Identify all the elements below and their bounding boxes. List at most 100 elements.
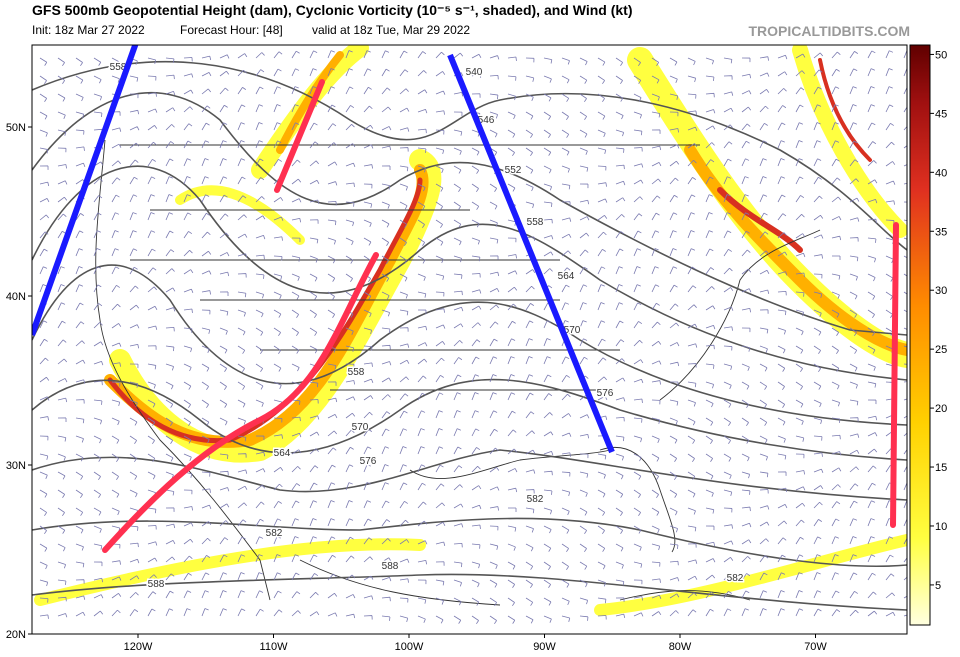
wind-barb [579,414,590,419]
wind-barb [39,181,50,187]
wind-barb [363,68,372,77]
wind-barb [93,561,103,567]
wind-barb [615,543,624,552]
wind-barb [111,212,120,221]
wind-barb [633,93,642,102]
wind-barb [669,507,678,516]
wind-barb [291,273,300,281]
wind-barb [723,381,732,390]
wind-barb [111,453,119,463]
wind-barb [327,273,336,282]
wind-barb [867,399,877,405]
wind-barb [363,411,373,419]
wind-barb [813,590,822,599]
wind-barb [111,303,121,311]
wind-barb [435,464,444,473]
wind-barb [381,464,389,473]
wind-barb [795,486,806,491]
wind-barb [669,577,680,582]
wind-barb [399,376,409,383]
wind-barb [57,180,68,185]
wind-barb [237,158,246,167]
wind-barb [867,160,877,167]
wind-barb [471,165,480,174]
wind-barb [291,536,299,545]
wind-barb [885,592,895,599]
wind-barb [723,141,733,149]
wind-barb [399,291,408,299]
wind-barb [183,489,193,495]
wind-barb [633,489,641,499]
wind-barb [867,482,876,491]
wind-barb [741,556,751,563]
wind-barb [165,268,175,275]
wind-barb [471,147,480,156]
wind-barb [759,269,770,275]
wind-barb [507,270,518,275]
wind-barb [93,230,101,239]
wind-barb [381,309,390,317]
wind-barb [777,71,788,77]
wind-barb [291,309,300,318]
wind-barbs [39,50,907,625]
wind-barb [543,470,553,476]
wind-barb [597,525,605,535]
wind-barb [867,518,875,527]
wind-barb [885,104,894,113]
wind-barb [417,392,426,401]
wind-barb [219,70,230,77]
wind-barb [75,359,86,365]
wind-barb [795,53,806,59]
wind-barb [723,158,732,167]
wind-barb [75,146,85,151]
wind-barb [813,309,822,318]
wind-barb [75,93,84,102]
wind-barb [201,381,209,390]
wind-barb [39,231,49,239]
wind-barb [777,327,786,335]
wind-barb [111,160,121,167]
wind-barb [777,345,786,354]
wind-barb [489,615,497,625]
wind-barb [93,417,103,425]
wind-barb [669,177,679,185]
wind-barb [219,176,228,185]
wind-barb [543,218,553,224]
wind-barb [705,125,716,131]
wind-barb [525,356,533,365]
wind-barb [777,435,786,443]
wind-barb [237,608,246,617]
wind-barb [93,380,103,386]
wind-barb [237,469,248,474]
wind-barb [615,129,625,137]
wind-barb [183,538,194,545]
wind-barb [831,345,839,355]
wind-barb [165,540,176,545]
wind-barb [795,309,805,317]
wind-barb [615,613,626,619]
wind-barb [165,124,175,131]
wind-barb [201,363,210,372]
wind-barb [561,165,570,173]
wind-barb [669,435,678,444]
wind-barb [867,50,876,59]
wind-barb [723,267,733,275]
wind-barb [849,363,858,372]
wind-barb [633,284,641,293]
wind-barb [219,399,228,408]
wind-barb [147,608,156,617]
wind-barb [705,363,715,369]
wind-barb [237,122,245,131]
wind-barb [291,217,302,223]
wind-barb [57,284,65,293]
wind-barb [273,158,282,167]
wind-barb [597,182,607,187]
wind-barb [777,537,787,545]
wind-barb [687,435,696,444]
wind-barb [309,309,317,319]
wind-barb [705,75,715,82]
wind-barb [345,219,355,227]
wind-barb [489,55,500,60]
wind-barb [687,248,696,257]
wind-barb [147,267,157,275]
